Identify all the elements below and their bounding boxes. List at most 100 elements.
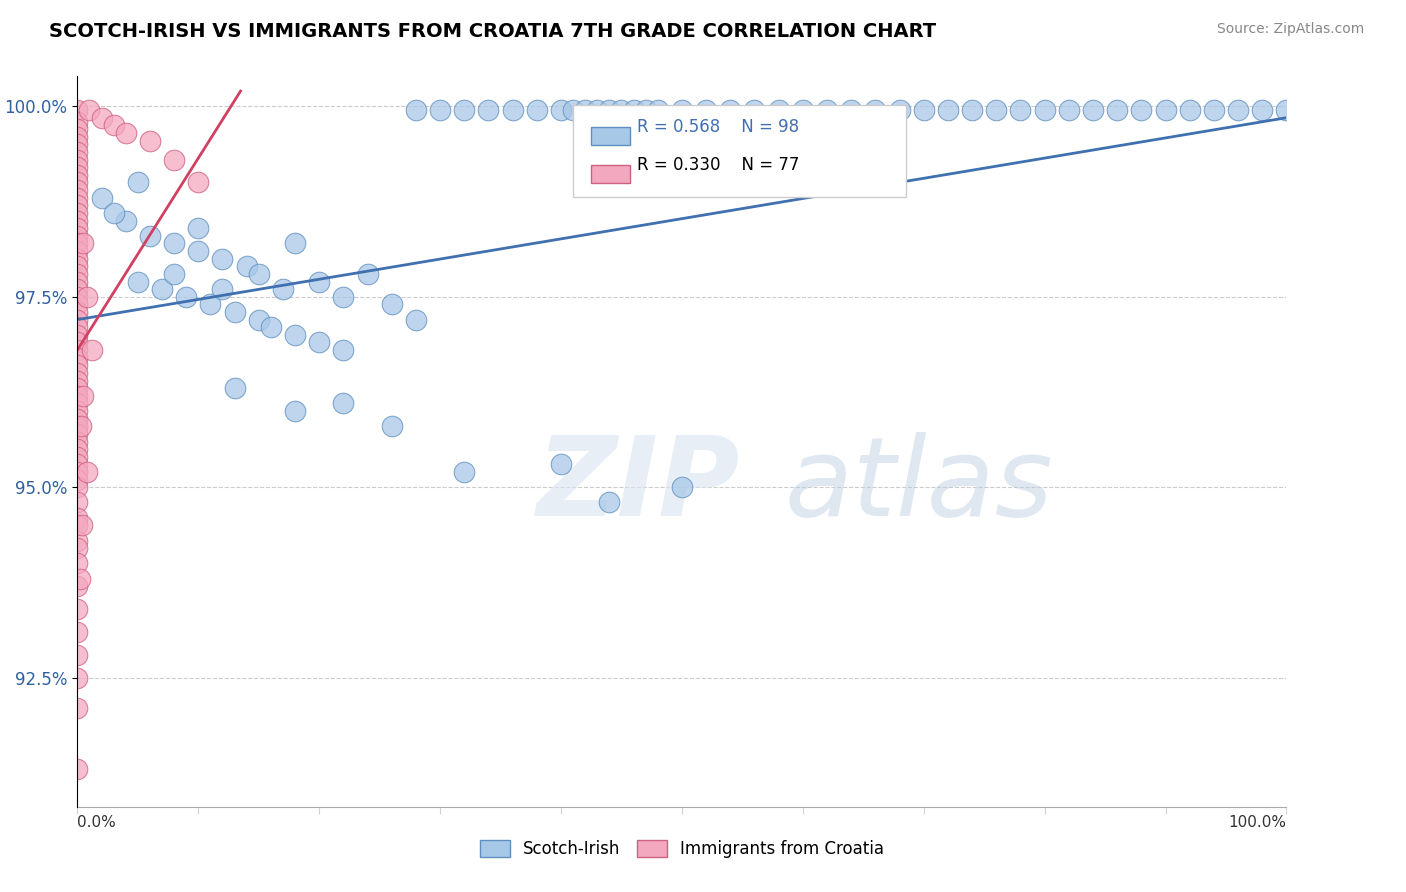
Point (66, 701, 89, 715)
Point (66, 122, 89, 136)
Point (1081, 103, 1104, 117)
Point (768, 103, 790, 117)
Point (66, 320, 89, 334)
Point (1010, 103, 1032, 117)
Point (66, 442, 89, 457)
Point (163, 236, 186, 251)
FancyBboxPatch shape (592, 127, 630, 145)
Point (174, 290, 197, 304)
Point (224, 305, 246, 319)
Point (76, 290, 98, 304)
Point (66, 450, 89, 464)
Point (1033, 103, 1056, 117)
Point (187, 176, 209, 190)
Point (634, 103, 657, 117)
Point (66, 343, 89, 357)
Point (671, 103, 693, 117)
Point (453, 465, 475, 479)
Point (66, 103, 89, 117)
Point (744, 103, 766, 117)
Point (70, 518, 93, 533)
Point (502, 103, 524, 117)
Point (356, 267, 378, 281)
Point (66, 161, 89, 175)
Point (247, 312, 270, 326)
Point (332, 396, 354, 410)
Point (671, 480, 693, 494)
Point (66, 389, 89, 403)
Point (66, 411, 89, 425)
Point (1057, 103, 1080, 117)
Point (187, 221, 209, 235)
Text: SCOTCH-IRISH VS IMMIGRANTS FROM CROATIA 7TH GRADE CORRELATION CHART: SCOTCH-IRISH VS IMMIGRANTS FROM CROATIA … (49, 22, 936, 41)
Point (598, 495, 620, 509)
Text: 0.0%: 0.0% (77, 815, 117, 830)
Point (1275, 103, 1298, 117)
Point (815, 103, 838, 117)
Point (66, 236, 89, 251)
Point (562, 103, 585, 117)
Point (308, 275, 330, 289)
Text: R = 0.330    N = 77: R = 0.330 N = 77 (637, 156, 800, 174)
Point (66, 260, 89, 274)
Point (139, 134, 162, 148)
Point (163, 153, 186, 167)
Point (381, 297, 404, 311)
Point (66, 335, 89, 350)
Point (66, 282, 89, 296)
Point (66, 275, 89, 289)
Point (986, 103, 1008, 117)
Point (66, 426, 89, 441)
Point (69, 572, 91, 586)
Point (1107, 103, 1129, 117)
Point (1251, 103, 1274, 117)
Point (332, 343, 354, 357)
Point (718, 103, 741, 117)
Point (66, 374, 89, 388)
Point (1154, 103, 1177, 117)
Point (260, 320, 283, 334)
Point (66, 533, 89, 548)
Point (66, 351, 89, 365)
Text: atlas: atlas (785, 432, 1053, 539)
Point (1227, 103, 1250, 117)
Point (66, 625, 89, 640)
Point (103, 119, 125, 133)
Point (66, 495, 89, 509)
Point (66, 206, 89, 220)
Point (224, 381, 246, 395)
Point (284, 236, 307, 251)
Point (66, 404, 89, 418)
Point (200, 297, 222, 311)
Point (66, 267, 89, 281)
FancyBboxPatch shape (592, 165, 630, 184)
Point (66, 145, 89, 159)
Point (211, 252, 233, 266)
Point (114, 213, 136, 227)
Point (66, 579, 89, 593)
Point (66, 396, 89, 410)
Point (66, 648, 89, 662)
Point (66, 129, 89, 144)
Point (598, 103, 620, 117)
Point (66, 228, 89, 243)
Point (66, 290, 89, 304)
Point (66, 434, 89, 449)
Point (284, 327, 307, 342)
Point (453, 103, 475, 117)
Point (66, 221, 89, 235)
FancyBboxPatch shape (574, 105, 905, 196)
Point (865, 103, 887, 117)
Point (66, 465, 89, 479)
Text: ZIP: ZIP (537, 432, 741, 539)
Point (66, 458, 89, 472)
Point (66, 137, 89, 152)
Point (610, 103, 633, 117)
Point (66, 510, 89, 524)
Point (477, 103, 499, 117)
Point (66, 366, 89, 380)
Point (839, 103, 862, 117)
Point (76, 465, 98, 479)
Point (792, 103, 814, 117)
Point (66, 557, 89, 571)
